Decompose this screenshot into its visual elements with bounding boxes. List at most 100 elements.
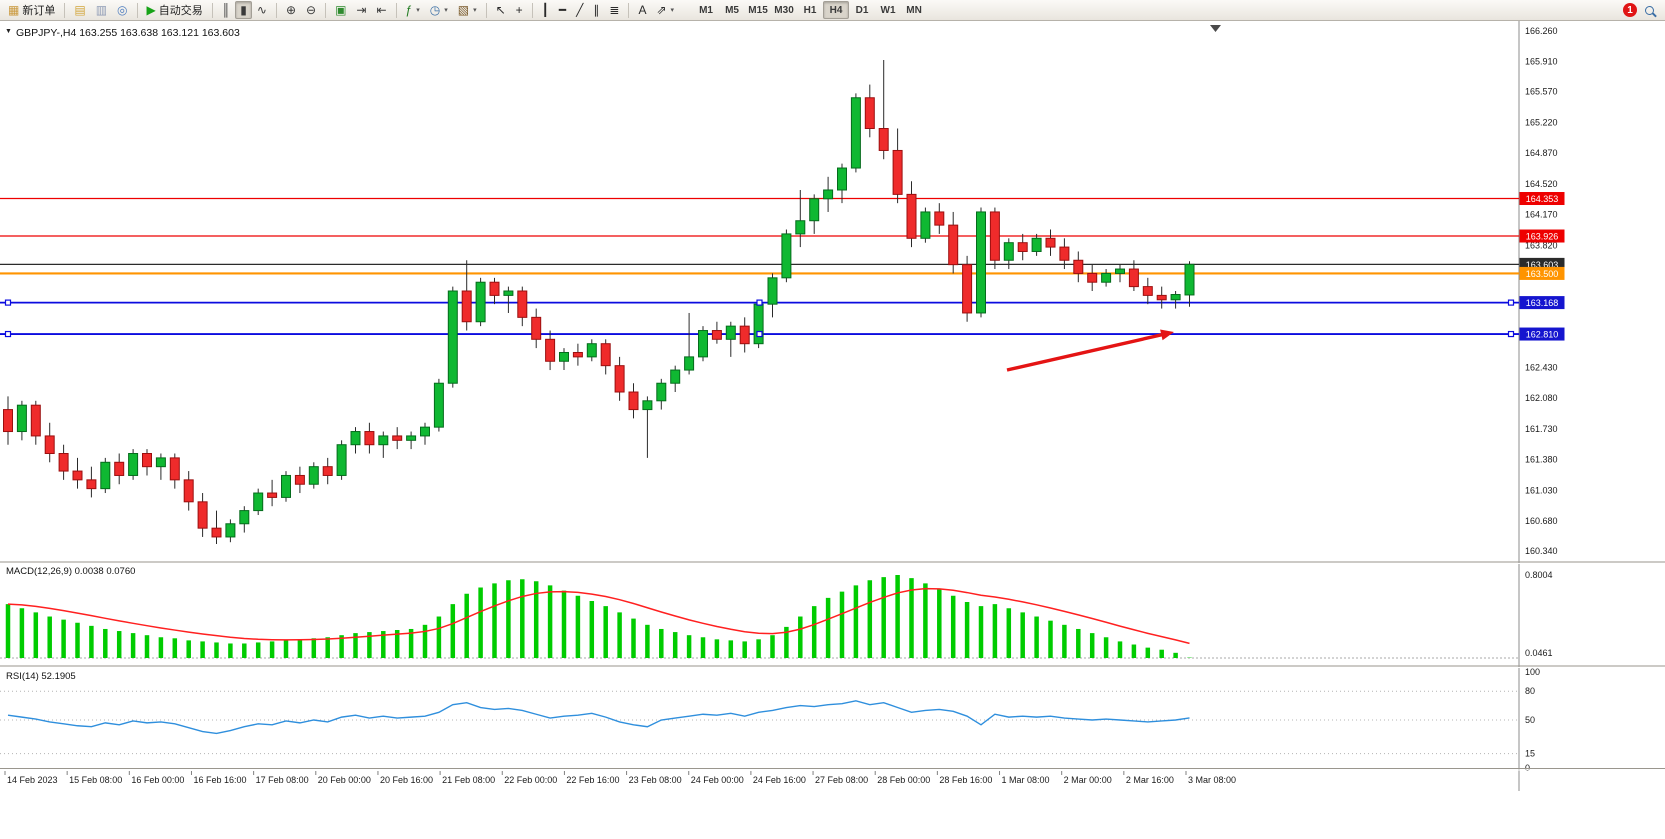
new-order-button[interactable]: ▦ 新订单 [3, 1, 60, 19]
svg-text:0.8004: 0.8004 [1525, 570, 1553, 580]
chevron-down-icon: ▾ [473, 7, 477, 14]
notification-badge[interactable]: 1 [1623, 3, 1637, 17]
search-icon[interactable] [1645, 5, 1654, 15]
macd-histogram [5, 575, 1192, 658]
candlestick-series [3, 59, 1195, 544]
svg-text:163.926: 163.926 [1526, 232, 1559, 242]
svg-text:50: 50 [1525, 715, 1535, 725]
toolbar-right: 1 [1623, 3, 1662, 17]
chart-shift-button[interactable]: ⇤ [371, 1, 391, 19]
channel-button[interactable]: ∥ [588, 1, 604, 19]
svg-text:17 Feb 08:00: 17 Feb 08:00 [256, 775, 309, 785]
svg-text:164.170: 164.170 [1525, 210, 1558, 220]
zoom-out-button[interactable]: ⊖ [301, 1, 321, 19]
svg-text:15: 15 [1525, 749, 1535, 759]
svg-text:164.870: 164.870 [1525, 148, 1558, 158]
svg-text:80: 80 [1525, 686, 1535, 696]
fibonacci-button[interactable]: ≣ [604, 1, 624, 19]
order-ticket-icon: ▦ [8, 3, 20, 17]
new-chart-icon: ▤ [74, 3, 86, 17]
svg-text:162.430: 162.430 [1525, 362, 1558, 372]
horizontal-line-button[interactable]: ━ [554, 1, 571, 19]
autotrade-button[interactable]: ▶ 自动交易 [142, 1, 208, 19]
timeframe-w1-button[interactable]: W1 [880, 4, 896, 16]
timeframe-mn-button[interactable]: MN [906, 4, 922, 16]
chart-shift-marker [1210, 25, 1221, 32]
template-icon: ▧ [457, 3, 470, 17]
tile-windows-button[interactable]: ▣ [330, 1, 351, 19]
timeframe-h1-button[interactable]: H1 [803, 4, 817, 16]
cursor-icon: ↖ [495, 3, 506, 17]
chart-line-button[interactable]: ∿ [252, 1, 272, 19]
chevron-down-icon: ▾ [416, 7, 420, 14]
timeframe-m15-button[interactable]: M15 [748, 4, 768, 16]
toolbar-separator [136, 2, 138, 18]
new-chart-button[interactable]: ▤ [69, 1, 90, 19]
timeframe-m5-button[interactable]: M5 [725, 4, 739, 16]
chevron-down-icon: ▾ [670, 7, 675, 14]
vertical-line-button[interactable]: ┃ [537, 1, 554, 19]
auto-scroll-button[interactable]: ⇥ [351, 1, 371, 19]
svg-text:163.820: 163.820 [1525, 240, 1558, 250]
trendline-icon: ╱ [576, 3, 584, 17]
time-axis[interactable]: 14 Feb 2023 15 Feb 08:00 16 Feb 00:00 16 Fe… [4, 771, 1236, 785]
svg-text:21 Feb 08:00: 21 Feb 08:00 [442, 775, 495, 785]
toolbar-separator [211, 2, 213, 18]
timeframe-group: M1 M5 M15 M30 H1 H4 D1 W1 MN [693, 1, 927, 19]
text-button[interactable]: A [633, 1, 651, 19]
profiles-button[interactable]: ▥ [91, 1, 112, 19]
horizontal-line-icon: ━ [558, 3, 567, 17]
svg-text:23 Feb 08:00: 23 Feb 08:00 [629, 775, 682, 785]
chevron-down-icon: ▾ [444, 7, 448, 14]
indicators-icon: ƒ [405, 3, 413, 17]
trendline-button[interactable]: ╱ [571, 1, 588, 19]
svg-text:162.080: 162.080 [1525, 393, 1558, 403]
templates-button[interactable]: ▧ ▾ [453, 1, 482, 19]
bar-chart-icon: ║ [221, 3, 231, 17]
chart-area[interactable]: 166.260 165.910 165.570 165.220 164.870 164.5… [0, 21, 1665, 839]
zoom-in-icon: ⊕ [285, 3, 296, 17]
svg-text:1 Mar 08:00: 1 Mar 08:00 [1002, 775, 1050, 785]
svg-text:163.500: 163.500 [1526, 269, 1559, 279]
line-handles[interactable] [4, 299, 1515, 338]
rsi-line [7, 700, 1190, 735]
navigator-button[interactable]: ◎ [112, 1, 132, 19]
annotation-arrow[interactable] [1006, 329, 1174, 372]
toolbar-separator [275, 2, 277, 18]
macd-signal-line [7, 587, 1190, 645]
svg-text:15 Feb 08:00: 15 Feb 08:00 [69, 775, 122, 785]
toolbar-separator [485, 2, 487, 18]
periods-button[interactable]: ◷ ▾ [425, 1, 453, 19]
timeframe-h4-button[interactable]: H4 [823, 1, 850, 19]
chart-window: 166.260 165.910 165.570 165.220 164.870 164.5… [0, 21, 1665, 839]
svg-text:24 Feb 16:00: 24 Feb 16:00 [753, 775, 806, 785]
autotrade-play-icon: ▶ [146, 3, 156, 17]
cursor-button[interactable]: ↖ [491, 1, 511, 19]
svg-text:166.260: 166.260 [1525, 26, 1558, 36]
svg-text:2 Mar 00:00: 2 Mar 00:00 [1064, 775, 1112, 785]
crosshair-button[interactable]: + [511, 1, 528, 19]
fibonacci-icon: ≣ [609, 3, 620, 17]
zoom-in-button[interactable]: ⊕ [281, 1, 301, 19]
svg-text:161.380: 161.380 [1525, 455, 1558, 465]
indicators-button[interactable]: ƒ ▾ [401, 1, 425, 19]
svg-text:3 Mar 08:00: 3 Mar 08:00 [1188, 775, 1236, 785]
toolbar: ▦ 新订单 ▤ ▥ ◎ ▶ 自动交易 ║ ▮ ∿ ⊕ ⊖ ▣ ⇥ ⇤ ƒ ▾ ◷ ▾ ▧ ▾ ↖ + ┃ ━ ╱ ∥ ≣ A ⇗ ▾ M1 M5… [0, 0, 1665, 21]
timeframe-d1-button[interactable]: D1 [855, 4, 869, 16]
svg-text:20 Feb 00:00: 20 Feb 00:00 [318, 775, 371, 785]
chart-bars-button[interactable]: ║ [217, 1, 236, 19]
timeframe-m30-button[interactable]: M30 [774, 4, 794, 16]
chart-candles-button[interactable]: ▮ [235, 1, 252, 19]
arrows-button[interactable]: ⇗ ▾ [651, 1, 679, 19]
svg-text:163.168: 163.168 [1526, 298, 1559, 308]
svg-text:165.570: 165.570 [1525, 87, 1558, 97]
svg-text:16 Feb 16:00: 16 Feb 16:00 [193, 775, 246, 785]
ohlc-toggle-icon[interactable]: ▼ [5, 28, 12, 35]
candlestick-icon: ▮ [240, 3, 247, 17]
toolbar-separator [325, 2, 327, 18]
autotrade-button-label: 自动交易 [158, 5, 203, 17]
svg-text:162.810: 162.810 [1526, 330, 1559, 340]
timeframe-m1-button[interactable]: M1 [699, 4, 713, 16]
svg-text:160.680: 160.680 [1525, 516, 1558, 526]
